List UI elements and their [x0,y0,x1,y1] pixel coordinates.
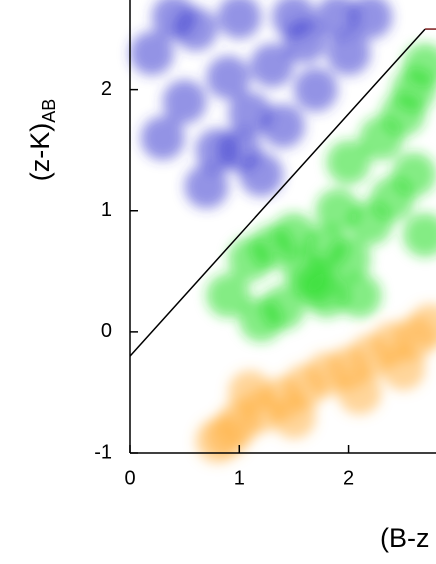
scatter-point [239,297,284,342]
y-tick-label: 2 [101,78,112,100]
x-tick-label: 0 [124,467,135,489]
scatter-point [326,31,371,76]
y-tick-label: 0 [101,320,112,342]
y-tick-label: -1 [94,441,112,463]
scatter-point [359,116,404,161]
y-axis-label-sub: AB [39,99,59,123]
scatter-point [348,0,393,39]
scatter-point [304,225,349,270]
scatter-point [129,31,174,76]
scatter-point [206,55,251,100]
scatter-point [392,67,436,112]
scatter-point [140,116,185,161]
scatter-point [250,43,295,88]
scatter-point [271,0,316,39]
scatter-point [337,273,382,318]
scatter-point [250,225,295,270]
y-axis-label: (z-K)AB [25,99,59,182]
scatter-point [315,188,360,233]
y-tick-label: 1 [101,199,112,221]
scatter-point [408,303,436,348]
scatter-point [228,370,273,415]
scatter-point [337,370,382,415]
x-tick-label: 1 [234,467,245,489]
x-tick-label: 2 [343,467,354,489]
scatter-point [315,0,360,39]
scatter-point [162,79,207,124]
scatter-point [293,67,338,112]
boundary-line [129,28,426,357]
scatter-point [326,140,371,185]
scatter-point [151,0,196,39]
x-axis-label: (B-z [380,523,430,553]
scatter-point [217,128,262,173]
scatter-point [261,103,305,148]
scatter-point [381,346,426,391]
scatter-point [206,273,251,318]
scatter-point [184,164,229,209]
scatter-point [271,394,316,439]
scatter-point [217,0,262,39]
scatter-point [195,418,240,463]
scatter-point [392,152,436,197]
scatter-point [403,212,436,257]
scatter-layer [129,0,436,463]
y-axis-label-main: (z-K) [25,123,55,181]
